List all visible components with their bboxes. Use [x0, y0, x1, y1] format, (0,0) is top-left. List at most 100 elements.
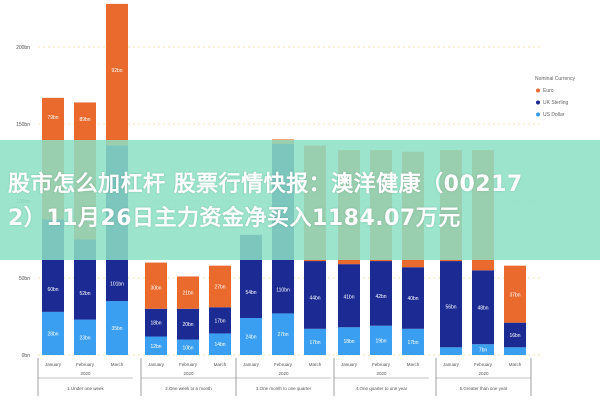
data-label: 56bn	[445, 305, 456, 311]
data-label: 42bn	[375, 294, 386, 300]
bar-segment	[504, 322, 526, 348]
x-year-label: 2020	[278, 371, 289, 376]
bar-segment	[240, 318, 262, 355]
bar-segment	[440, 261, 462, 348]
data-label: 37bn	[509, 292, 520, 298]
legend-item: Euro	[543, 88, 554, 94]
data-label: 14bn	[214, 342, 225, 348]
data-label: 41bn	[343, 295, 354, 301]
data-label: 48bn	[477, 305, 488, 311]
data-label: 21bn	[182, 291, 193, 297]
data-label: 35bn	[111, 326, 122, 332]
data-label: 17bn	[407, 340, 418, 346]
x-month-label: February	[474, 362, 493, 367]
bar-segment	[304, 261, 326, 329]
data-label: 52bn	[79, 291, 90, 297]
data-label: 17bn	[214, 318, 225, 324]
legend-swatch	[536, 112, 540, 117]
bar-segment	[504, 347, 526, 355]
data-label: 10bn	[182, 345, 193, 351]
x-month-label: January	[443, 362, 460, 367]
y-tick-label: 150bn	[16, 122, 30, 128]
x-month-label: January	[148, 362, 165, 367]
x-year-label: 2020	[80, 371, 91, 376]
x-month-label: March	[407, 362, 420, 367]
x-group-label: 1.Under one week	[67, 386, 104, 391]
bar-segment	[42, 311, 64, 355]
bar-segment	[272, 313, 294, 355]
x-month-label: February	[76, 362, 95, 367]
bar-segment	[370, 261, 392, 326]
data-label: 110bn	[276, 288, 290, 294]
x-month-label: January	[243, 362, 260, 367]
data-label: 23bn	[79, 335, 90, 341]
bar-segment	[74, 319, 96, 355]
data-label: 28bn	[47, 331, 58, 337]
bar-segment	[440, 347, 462, 355]
data-label: 16bn	[509, 333, 520, 339]
bar-segment	[402, 328, 424, 355]
bar-segment	[177, 339, 199, 355]
bar-segment	[472, 344, 494, 355]
x-month-label: March	[111, 362, 124, 367]
bar-segment	[177, 308, 199, 340]
x-month-label: February	[372, 362, 391, 367]
bar-segment	[177, 276, 199, 309]
data-label: 27bn	[277, 332, 288, 338]
data-label: 79bn	[47, 115, 58, 121]
data-label: 27bn	[214, 285, 225, 291]
bar-segment	[338, 327, 360, 355]
data-label: 18bn	[343, 339, 354, 345]
headline-line-1: 股市怎么加杠杆 股票行情快报：澳洋健康（00217	[8, 172, 523, 197]
bar-segment	[370, 325, 392, 355]
bar-segment	[472, 270, 494, 345]
headline-banner: 股市怎么加杠杆 股票行情快报：澳洋健康（00217 2）11月26日主力资金净买…	[0, 140, 600, 260]
x-group-label: 2.One week to a month	[165, 386, 212, 391]
bar-segment	[145, 262, 167, 309]
y-tick-label: 0bn	[22, 353, 31, 359]
y-tick-label: 50bn	[19, 276, 30, 282]
data-label: 44bn	[309, 295, 320, 301]
data-label: 89bn	[79, 117, 90, 123]
data-label: 20bn	[182, 322, 193, 328]
data-label: 12bn	[150, 344, 161, 350]
bar-segment	[209, 307, 231, 334]
data-label: 40bn	[407, 296, 418, 302]
x-year-label: 2020	[376, 371, 387, 376]
bar-segment	[504, 265, 526, 323]
data-label: 18bn	[150, 321, 161, 327]
data-label: 30bn	[150, 285, 161, 291]
data-label: 54bn	[245, 290, 256, 296]
x-group-label: 5.Greater than one year	[460, 386, 508, 391]
x-month-label: March	[309, 362, 322, 367]
x-month-label: January	[45, 362, 62, 367]
bar-segment	[145, 308, 167, 337]
x-month-label: February	[179, 362, 198, 367]
bar-segment	[402, 267, 424, 329]
x-year-label: 2020	[183, 371, 194, 376]
x-year-label: 2020	[478, 371, 489, 376]
legend-item: UK Sterling	[543, 100, 569, 106]
data-label: 7bn	[479, 348, 488, 354]
bar-segment	[106, 3, 128, 146]
legend-item: US Dollar	[543, 112, 565, 118]
bar-segment	[145, 336, 167, 355]
legend-swatch	[536, 100, 540, 105]
x-group-label: 3.One month to one quarter	[256, 386, 312, 391]
x-group-label: 4.One quarter to one year	[356, 386, 408, 391]
data-label: 101bn	[110, 282, 124, 288]
bar-segment	[106, 301, 128, 355]
data-label: 60bn	[47, 287, 58, 293]
x-month-label: February	[274, 362, 293, 367]
x-month-label: March	[214, 362, 227, 367]
x-month-label: January	[341, 362, 358, 367]
data-label: 92bn	[111, 68, 122, 74]
data-label: 19bn	[375, 338, 386, 344]
data-label: 24bn	[245, 335, 256, 341]
legend-swatch	[536, 88, 540, 93]
legend-title: Nominal Currency	[535, 76, 576, 82]
y-tick-label: 200bn	[16, 45, 30, 51]
headline-line-2: 2）11月26日主力资金净买入1184.07万元	[8, 206, 461, 231]
x-month-label: March	[509, 362, 522, 367]
